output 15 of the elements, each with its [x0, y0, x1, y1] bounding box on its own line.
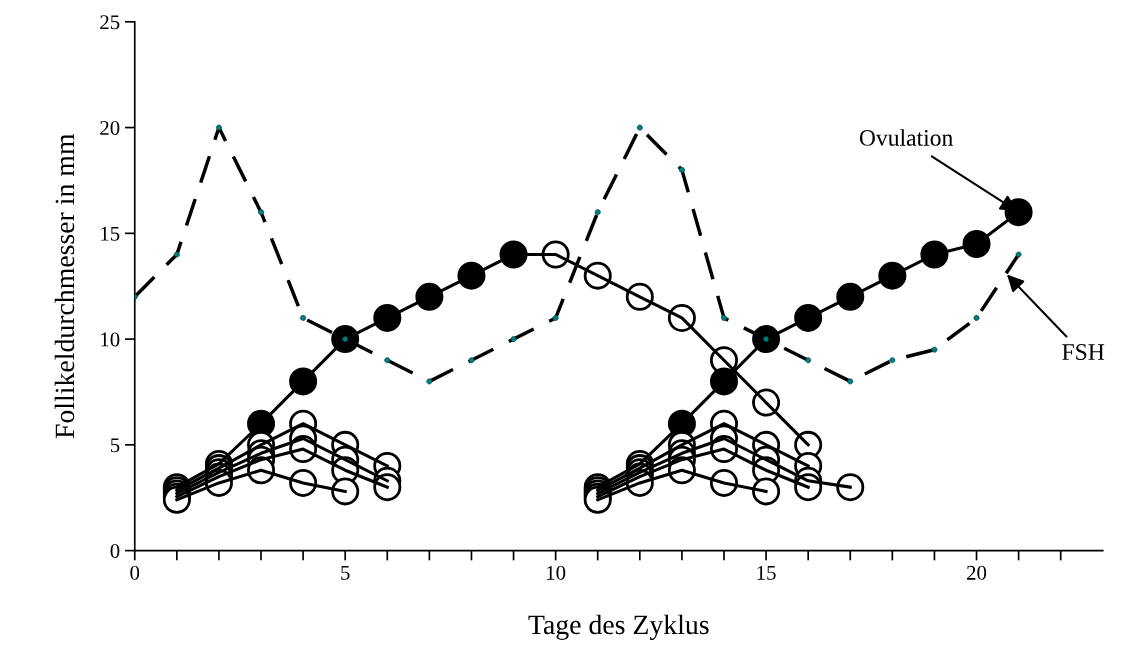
x-tick-label: 5: [341, 566, 350, 580]
annotation: Ovulation: [859, 129, 953, 146]
y-tick-label: 25: [100, 15, 120, 30]
annotation: FSH: [1062, 344, 1105, 360]
y-tick-label: 5: [110, 438, 120, 453]
y-tick-label: 0: [110, 543, 120, 559]
y-axis-title: Follikeldurchmesser in mm: [54, 133, 75, 439]
y-tick-label: 20: [100, 120, 120, 136]
y-tick-label: 15: [101, 226, 120, 241]
x-tick-label: 10: [547, 565, 566, 580]
x-axis-title: Tage des Zyklus: [528, 614, 709, 640]
y-tick-label: 10: [101, 332, 120, 347]
x-tick-label: 20: [967, 565, 987, 580]
x-tick-label: 0: [130, 565, 140, 580]
x-tick-label: 15: [757, 565, 776, 580]
